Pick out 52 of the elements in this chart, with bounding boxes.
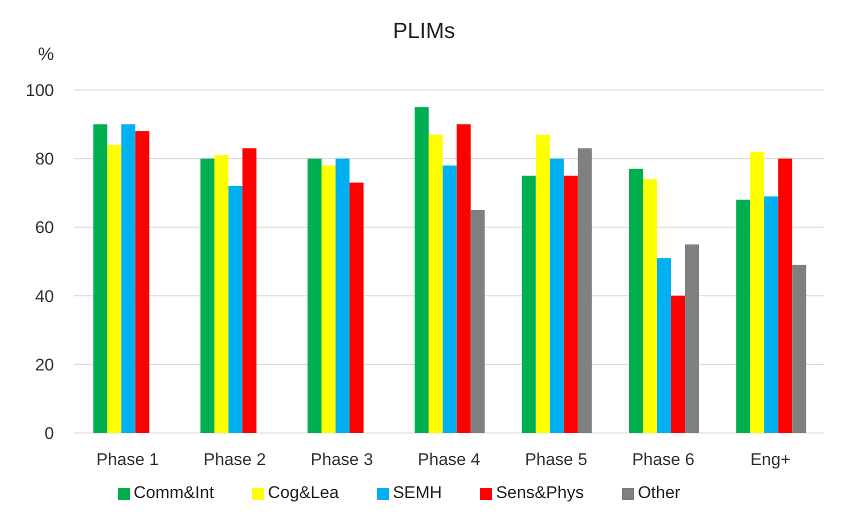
bar xyxy=(764,196,778,433)
y-tick-label: 40 xyxy=(35,286,54,306)
bar xyxy=(214,155,228,433)
legend-label: SEMH xyxy=(392,483,442,502)
legend-label: Other xyxy=(638,483,680,502)
bar xyxy=(657,258,671,433)
bar xyxy=(522,176,536,433)
bar xyxy=(550,158,564,433)
y-tick-label: 80 xyxy=(35,150,54,169)
bar xyxy=(135,131,150,433)
legend-label: Cog&Lea xyxy=(268,483,339,502)
legend-label: Comm&Int xyxy=(134,483,214,502)
y-tick-label: 100 xyxy=(26,81,54,100)
bar xyxy=(778,158,792,433)
x-tick-label: Phase 1 xyxy=(96,450,159,470)
bar xyxy=(671,296,685,433)
bar xyxy=(107,144,122,433)
bar xyxy=(308,158,322,433)
bar xyxy=(428,134,443,433)
bar xyxy=(470,210,485,433)
bar xyxy=(414,107,429,433)
y-tick-label: 60 xyxy=(35,218,54,238)
x-tick-label: Phase 3 xyxy=(310,450,374,470)
bar xyxy=(685,244,699,433)
bar xyxy=(121,124,136,433)
bar xyxy=(200,158,214,433)
x-tick-label: Phase 6 xyxy=(632,450,694,470)
bar xyxy=(228,186,242,433)
bar xyxy=(336,158,350,433)
bar xyxy=(350,182,364,433)
x-tick-label: Eng+ xyxy=(750,450,791,470)
y-tick-label: 0 xyxy=(44,424,54,444)
x-tick-label: Phase 5 xyxy=(524,450,588,470)
bar xyxy=(93,124,108,433)
y-axis-title: % xyxy=(38,44,54,65)
bar xyxy=(242,148,256,433)
bar xyxy=(629,168,643,433)
x-tick-label: Phase 2 xyxy=(204,450,266,470)
bar xyxy=(643,179,657,433)
bar xyxy=(322,165,336,433)
bar xyxy=(564,176,578,433)
bar xyxy=(736,200,750,433)
legend-label: Sens&Phys xyxy=(496,483,584,502)
bar xyxy=(578,148,592,433)
chart-title: PLIMs xyxy=(392,18,456,44)
x-tick-label: Phase 4 xyxy=(418,450,480,470)
bar xyxy=(456,124,471,433)
bar xyxy=(792,264,806,433)
bar xyxy=(442,165,457,433)
bar xyxy=(536,134,550,433)
y-tick-label: 20 xyxy=(35,355,54,374)
bar xyxy=(750,152,764,433)
